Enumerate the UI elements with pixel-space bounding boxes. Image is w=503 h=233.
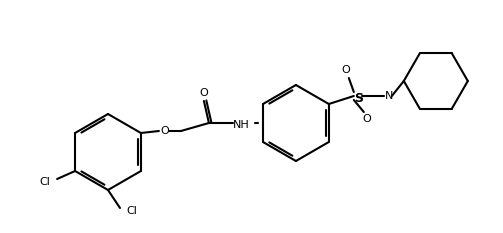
Text: S: S (354, 92, 363, 104)
Text: O: O (200, 88, 208, 98)
Text: O: O (342, 65, 350, 75)
Text: Cl: Cl (127, 206, 137, 216)
Text: O: O (160, 126, 170, 136)
Text: Cl: Cl (40, 177, 50, 187)
Text: N: N (385, 91, 393, 101)
Text: NH: NH (232, 120, 249, 130)
Text: O: O (363, 114, 371, 124)
